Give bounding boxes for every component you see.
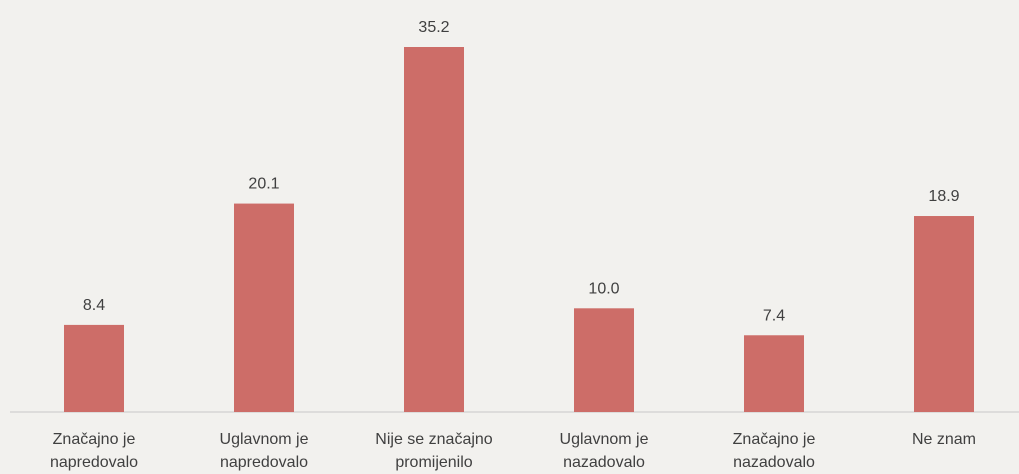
bar [914,216,974,412]
bar [404,47,464,412]
value-label: 18.9 [928,188,959,205]
x-tick-label: Značajno je nazadovalo [732,431,816,471]
value-label: 20.1 [248,176,279,193]
value-label: 7.4 [763,307,785,324]
value-label: 35.2 [418,19,449,36]
x-tick-label: Uglavnom je napredovalo [219,431,309,471]
bar [64,324,124,412]
x-tick-label: Ne znam [911,431,977,448]
x-tick-label: Uglavnom je nazadovalo [559,431,649,471]
x-tick-label: Značajno je napredovalo [49,431,139,471]
value-label: 10.0 [588,280,619,297]
value-label: 8.4 [83,297,105,314]
bar [744,335,804,412]
bar [234,203,294,412]
bar [574,308,634,412]
x-tick-label: Nije se značajno promijenilo [375,431,493,471]
